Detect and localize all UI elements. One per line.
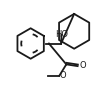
- Text: O: O: [60, 71, 66, 80]
- Text: HO: HO: [55, 30, 68, 39]
- Text: O: O: [80, 61, 86, 70]
